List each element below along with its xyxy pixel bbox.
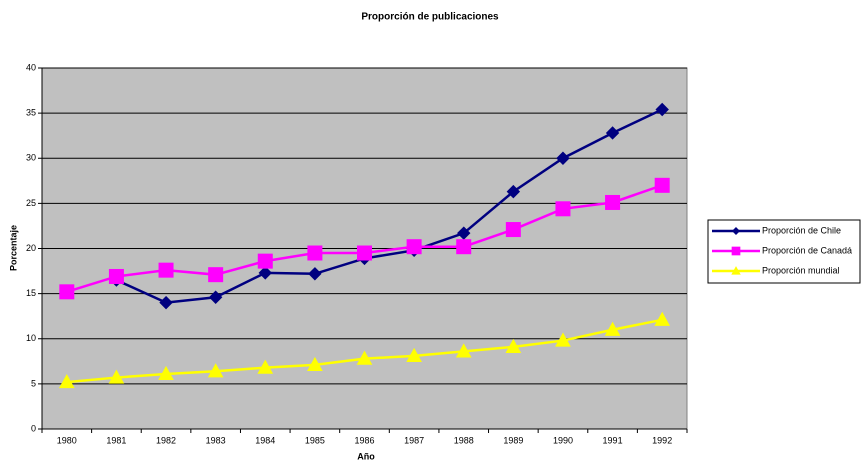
marker bbox=[731, 226, 741, 236]
marker bbox=[455, 343, 472, 358]
y-tick-label: 15 bbox=[26, 288, 36, 298]
x-tick-label: 1990 bbox=[553, 435, 573, 445]
x-axis-title: Año bbox=[357, 451, 375, 461]
y-tick-label: 30 bbox=[26, 153, 36, 163]
marker bbox=[604, 321, 621, 336]
x-tick-label: 1991 bbox=[603, 435, 623, 445]
marker bbox=[555, 332, 571, 347]
marker bbox=[257, 253, 273, 269]
marker bbox=[108, 369, 125, 384]
y-tick-label: 35 bbox=[26, 108, 36, 118]
marker bbox=[654, 311, 671, 326]
marker bbox=[108, 268, 124, 284]
marker bbox=[357, 245, 372, 261]
x-tick-label: 1984 bbox=[255, 435, 275, 445]
marker bbox=[731, 246, 741, 256]
marker bbox=[158, 262, 174, 278]
marker bbox=[208, 290, 223, 304]
marker bbox=[58, 374, 75, 389]
marker bbox=[506, 184, 521, 199]
marker bbox=[308, 267, 322, 281]
marker bbox=[159, 295, 173, 310]
marker bbox=[605, 194, 621, 210]
marker bbox=[307, 245, 323, 261]
marker bbox=[505, 222, 521, 238]
marker bbox=[257, 359, 274, 374]
marker bbox=[555, 201, 571, 217]
marker bbox=[207, 363, 224, 378]
marker bbox=[158, 365, 174, 381]
x-tick-label: 1987 bbox=[404, 435, 424, 445]
marker bbox=[406, 239, 422, 255]
y-tick-label: 25 bbox=[26, 198, 36, 208]
marker bbox=[505, 338, 522, 353]
y-tick-label: 5 bbox=[31, 378, 36, 388]
marker bbox=[406, 347, 422, 362]
legend-label: Proporción de Chile bbox=[762, 225, 841, 235]
y-tick-label: 20 bbox=[26, 243, 36, 253]
marker bbox=[731, 266, 741, 275]
chart-title: Proporción de publicaciones bbox=[361, 12, 499, 23]
legend-label: Proporción de Canadá bbox=[762, 245, 852, 255]
y-axis-title: Porcentaje bbox=[8, 225, 18, 271]
x-tick-label: 1986 bbox=[354, 435, 374, 445]
x-tick-label: 1983 bbox=[206, 435, 226, 445]
marker bbox=[655, 102, 669, 117]
y-tick-label: 10 bbox=[26, 333, 36, 343]
legend-label: Proporción mundial bbox=[762, 265, 840, 275]
marker bbox=[605, 126, 620, 140]
y-tick-label: 0 bbox=[31, 423, 36, 433]
x-tick-label: 1981 bbox=[106, 435, 126, 445]
marker bbox=[356, 350, 373, 365]
x-tick-label: 1988 bbox=[454, 435, 474, 445]
marker bbox=[307, 356, 323, 372]
x-tick-label: 1985 bbox=[305, 435, 325, 445]
marker bbox=[556, 151, 570, 165]
marker bbox=[456, 239, 472, 255]
marker bbox=[59, 284, 75, 300]
marker bbox=[208, 267, 224, 283]
marker bbox=[654, 177, 670, 193]
marker bbox=[457, 226, 471, 240]
marker bbox=[258, 266, 272, 280]
y-tick-label: 40 bbox=[26, 62, 36, 72]
x-tick-label: 1980 bbox=[57, 435, 77, 445]
x-tick-label: 1989 bbox=[503, 435, 523, 445]
x-tick-label: 1992 bbox=[652, 435, 672, 445]
series-line bbox=[115, 108, 663, 304]
x-tick-label: 1982 bbox=[156, 435, 176, 445]
